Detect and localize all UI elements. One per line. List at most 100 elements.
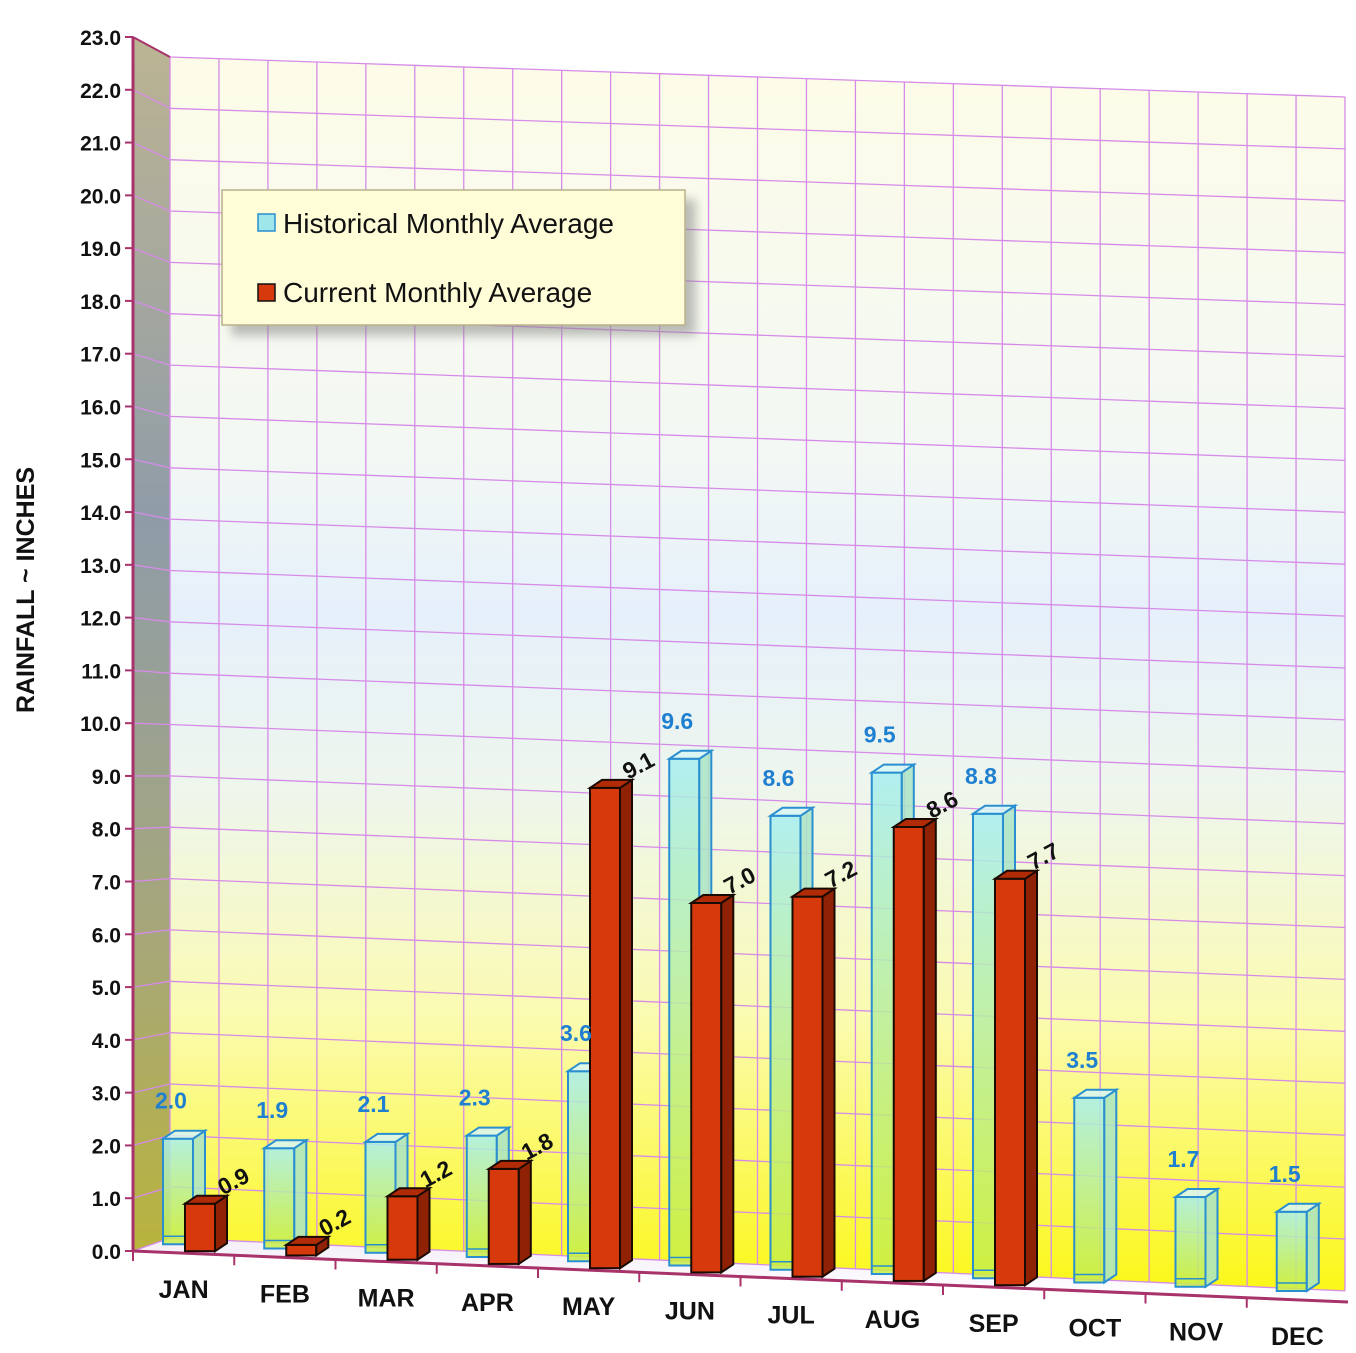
data-label-historical: 8.6 [763,765,795,791]
bar-current [687,893,737,1275]
bar-current [485,1159,535,1266]
y-tick-label: 10.0 [80,713,121,736]
legend-swatch-historical [257,213,276,232]
legend-label-current: Current Monthly Average [283,277,592,308]
bar-current [991,868,1041,1288]
bar-current-side [214,1193,228,1254]
bar-current [282,1235,332,1258]
bar-current-top [789,887,838,898]
bar-historical-side [1103,1087,1118,1285]
y-tick-label: 4.0 [92,1030,121,1053]
bar-historical [1273,1201,1323,1293]
gridlines [132,36,1346,1292]
bar-current-side [720,893,735,1275]
y-tick-label: 6.0 [92,924,121,947]
bar-current-top [384,1187,433,1198]
y-tick-label: 19.0 [80,238,121,261]
y-axis-title: RAINFALL ~ INCHES [12,467,40,713]
bar-historical-side [1305,1201,1320,1293]
y-tick-label: 5.0 [92,977,121,1000]
bar-current-front [589,786,621,1270]
x-tick-label: JUN [665,1297,715,1325]
side-wall-top-edge [132,36,171,58]
bar-current-front [791,895,824,1278]
bar-current-side [416,1186,431,1262]
bar-current-front [994,877,1026,1287]
y-tick-label: 0.0 [92,1241,121,1264]
bar-historical-top [868,763,918,774]
bar-current-front [487,1167,520,1265]
legend-label-historical: Historical Monthly Average [283,208,614,239]
side-wall [133,37,170,1251]
bar-historical [1172,1187,1221,1289]
axes: 0.0 1.0 2.0 3.0 4.0 5.0 6.0 7.0 8.0 9.0 10.0 11.0 12… [80,27,1349,1351]
data-label-historical: 3.5 [1066,1047,1098,1073]
bar-current [586,778,636,1271]
bar-historical [260,1138,310,1251]
y-tick-label: 17.0 [80,344,121,367]
y-tick-label: 13.0 [80,555,121,578]
bar-historical-top [767,806,816,817]
bar-historical-top [260,1139,310,1150]
bar-current [384,1186,433,1262]
bar-current-top [485,1159,535,1170]
bar-current-front [892,826,925,1282]
data-label-historical: 1.9 [256,1097,288,1123]
bar-historical-front [1073,1096,1106,1284]
data-label-historical: 2.0 [155,1088,187,1114]
y-tick-label: 16.0 [80,396,121,419]
y-tick-label: 11.0 [81,660,121,683]
data-label-historical: 1.5 [1269,1161,1301,1187]
legend-box [221,189,686,326]
y-tick-label: 7.0 [92,872,121,895]
bar-current [789,886,838,1279]
x-tick-label: OCT [1068,1314,1121,1342]
bar-current [890,817,940,1283]
bar-historical-front [1174,1196,1207,1288]
bars [159,748,1323,1293]
data-label-historical: 9.5 [864,722,896,748]
bar-current-side [517,1159,532,1266]
bar-current-top [282,1235,332,1246]
bar-historical-front [263,1147,296,1250]
bar-current-front [285,1243,318,1257]
x-tick-label: AUG [865,1306,921,1334]
bar-historical-top [1273,1202,1323,1213]
floor [133,1238,1348,1302]
bar-historical-top [1172,1188,1221,1198]
bar-historical-top [463,1126,513,1137]
y-tick-label: 15.0 [80,449,121,472]
x-tick-label: JAN [159,1276,209,1304]
data-label-historical: 2.3 [459,1085,491,1111]
bar-current-side [922,817,937,1283]
bar-current [181,1193,231,1254]
bar-current-front [184,1202,216,1253]
x-tick-label: SEP [969,1310,1019,1338]
bar-current-side [1024,868,1038,1288]
y-tick-label: 21.0 [80,133,121,156]
legend-swatch-current [257,283,276,302]
y-tick-label: 3.0 [92,1083,121,1106]
bar-current-top [991,869,1041,880]
bar-current-side [821,886,836,1279]
data-label-historical: 3.6 [560,1020,592,1046]
y-tick-label: 8.0 [92,819,121,842]
y-tick-label: 1.0 [92,1188,121,1211]
legend: Historical Monthly Average Current Month… [221,189,686,326]
bar-current-top [586,778,636,789]
y-tick-label: 14.0 [80,502,121,525]
x-tick-label: JUL [768,1302,815,1330]
bar-historical-top [969,804,1019,815]
bar-historical-side [293,1138,308,1251]
y-tick-label: 2.0 [92,1135,121,1158]
y-tick-label: 18.0 [80,291,121,314]
data-label-historical: 9.6 [661,708,693,734]
bar-historical-top [665,749,715,760]
bar-historical-top [362,1132,411,1143]
bar-current-top [181,1194,231,1205]
bar-current-top [687,894,737,904]
bar-current-front [690,901,723,1274]
y-tick-label: 23.0 [80,27,121,50]
y-tick-label: 20.0 [80,185,121,208]
